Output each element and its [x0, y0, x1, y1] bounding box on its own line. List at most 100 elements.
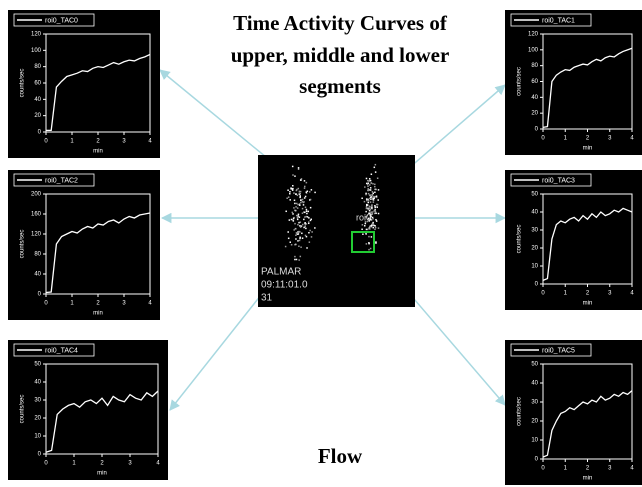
title-line: segments: [299, 74, 381, 98]
y-tick-label: 40: [34, 380, 41, 386]
chart-panel: roi0_TAC102040608010012001234mincounts/s…: [505, 10, 642, 155]
y-tick-label: 10: [531, 264, 538, 270]
speck: [366, 198, 368, 200]
speck: [300, 226, 302, 228]
speck: [366, 200, 368, 202]
roi-label: roi0: [356, 212, 371, 222]
legend-label: roi0_TAC4: [45, 347, 78, 354]
y-tick-label: 40: [531, 210, 538, 216]
speck: [369, 178, 371, 180]
speck: [299, 197, 301, 199]
y-tick-label: 60: [531, 79, 538, 85]
speck: [310, 207, 312, 209]
y-tick-label: 20: [531, 419, 538, 425]
speck: [370, 180, 372, 182]
speck: [294, 210, 296, 212]
speck: [307, 216, 309, 218]
speck: [297, 207, 299, 209]
speck: [289, 219, 291, 221]
x-axis-label: min: [93, 149, 103, 155]
y-tick-label: 120: [31, 232, 42, 238]
speck: [303, 227, 305, 229]
y-axis-label: counts/sec: [20, 395, 26, 424]
speck: [375, 189, 377, 191]
speck: [314, 227, 316, 229]
speck: [377, 206, 379, 208]
speck: [295, 234, 297, 236]
speck: [299, 237, 301, 239]
speck: [375, 164, 377, 166]
speck: [314, 192, 316, 194]
speck: [293, 229, 295, 231]
speck: [374, 209, 376, 211]
speck: [362, 233, 364, 235]
speck: [304, 186, 306, 188]
speck: [294, 259, 296, 261]
speck: [289, 193, 291, 195]
y-tick-label: 20: [34, 113, 41, 119]
speck: [297, 204, 299, 206]
speck: [298, 246, 300, 248]
speck: [375, 213, 377, 215]
speck: [371, 204, 373, 206]
y-tick-label: 30: [531, 228, 538, 234]
speck: [374, 167, 376, 169]
speck: [286, 197, 288, 199]
speck: [368, 193, 370, 195]
speck: [375, 219, 377, 221]
speck: [296, 203, 298, 205]
x-axis-label: min: [93, 311, 103, 317]
speck: [374, 213, 376, 215]
speck: [368, 236, 370, 238]
speck: [304, 216, 306, 218]
image-label: 09:11:01.0: [261, 280, 308, 291]
y-tick-label: 40: [34, 97, 41, 103]
speck: [366, 206, 368, 208]
y-axis-label: counts/sec: [517, 225, 523, 254]
speck: [372, 213, 374, 215]
speck: [294, 200, 296, 202]
y-tick-label: 10: [34, 434, 41, 440]
speck: [288, 238, 290, 240]
speck: [311, 231, 313, 233]
y-tick-label: 160: [31, 212, 42, 218]
panel-background: [505, 340, 642, 485]
y-tick-label: 20: [531, 111, 538, 117]
speck: [364, 186, 366, 188]
figure: Time Activity Curves of upper, middle an…: [0, 0, 642, 487]
speck: [374, 205, 376, 207]
speck: [375, 211, 377, 213]
y-axis-label: counts/sec: [517, 397, 523, 426]
legend-label: roi0_TAC5: [542, 347, 575, 354]
legend-label: roi0_TAC2: [45, 177, 78, 184]
speck: [299, 240, 301, 242]
speck: [293, 207, 295, 209]
speck: [311, 236, 313, 238]
y-tick-label: 20: [531, 246, 538, 252]
speck: [375, 171, 377, 173]
speck: [362, 224, 364, 226]
speck: [300, 221, 302, 223]
y-tick-label: 40: [531, 95, 538, 101]
speck: [297, 195, 299, 197]
speck: [295, 193, 297, 195]
speck: [377, 199, 379, 201]
speck: [309, 191, 311, 193]
speck: [291, 219, 293, 221]
speck: [292, 174, 294, 176]
speck: [287, 189, 289, 191]
title-line: Time Activity Curves of: [233, 11, 448, 35]
speck: [301, 233, 303, 235]
speck: [297, 219, 299, 221]
y-axis-label: counts/sec: [517, 67, 523, 96]
speck: [373, 201, 375, 203]
speck: [369, 184, 371, 186]
speck: [369, 206, 371, 208]
speck: [306, 247, 308, 249]
speck: [306, 236, 308, 238]
speck: [377, 177, 379, 179]
speck: [298, 214, 300, 216]
speck: [376, 220, 378, 222]
speck: [289, 191, 291, 193]
speck: [304, 197, 306, 199]
